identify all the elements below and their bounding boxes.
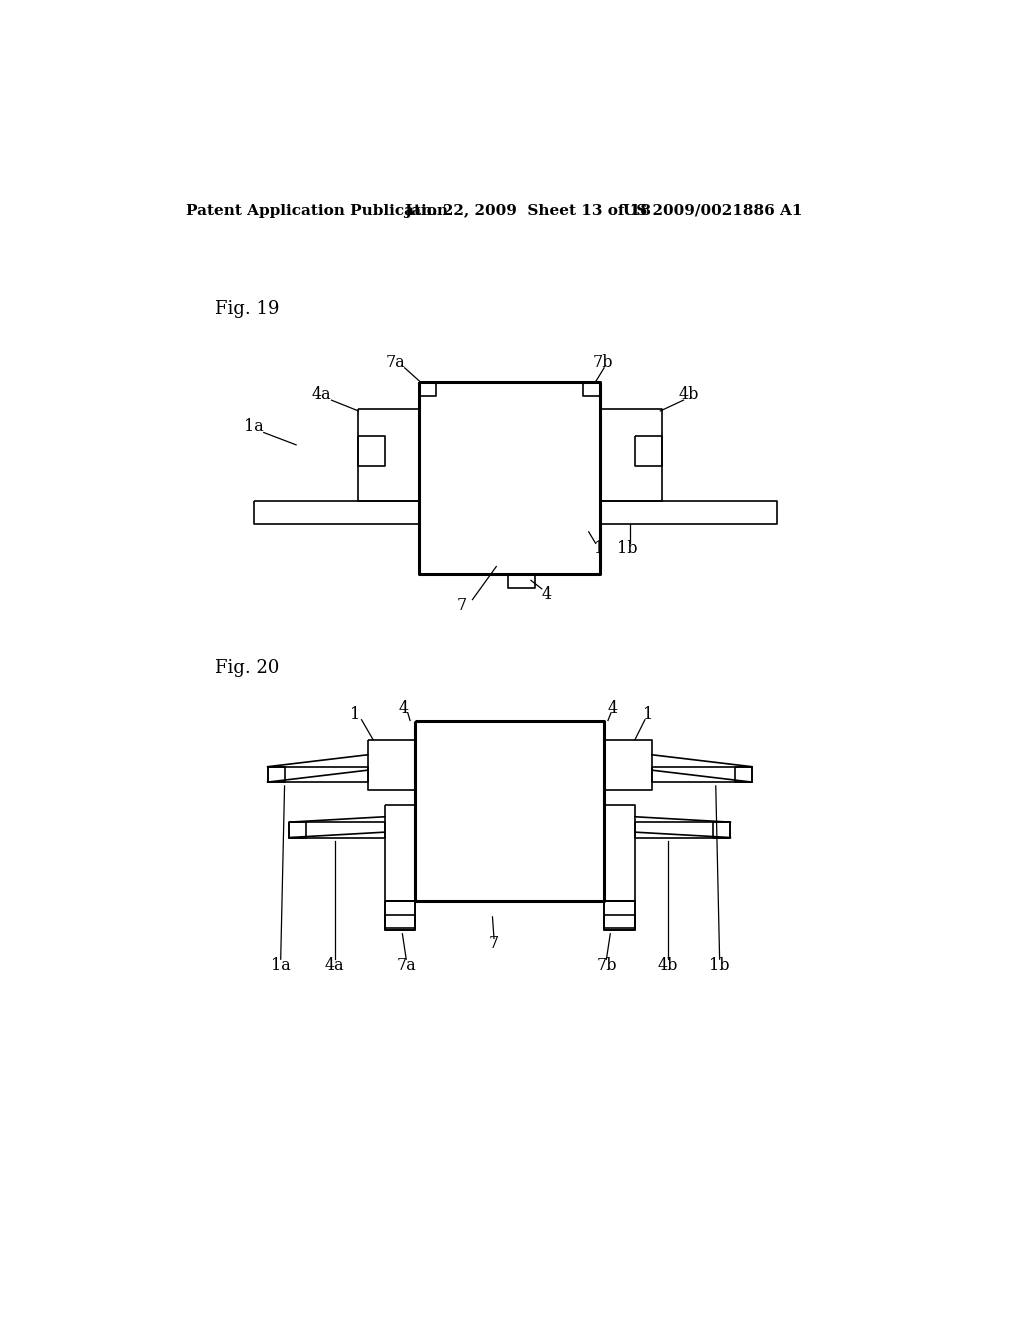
Text: 1b: 1b bbox=[616, 540, 638, 557]
Text: 4: 4 bbox=[542, 586, 551, 603]
Text: 4b: 4b bbox=[679, 385, 699, 403]
Text: Patent Application Publication: Patent Application Publication bbox=[186, 203, 449, 218]
Text: Jan. 22, 2009  Sheet 13 of 18: Jan. 22, 2009 Sheet 13 of 18 bbox=[403, 203, 651, 218]
Text: 1: 1 bbox=[643, 706, 653, 723]
Text: 4a: 4a bbox=[325, 957, 344, 974]
Text: 1: 1 bbox=[594, 540, 604, 557]
Text: 4a: 4a bbox=[311, 385, 332, 403]
Text: 7a: 7a bbox=[386, 354, 406, 371]
Text: 1a: 1a bbox=[244, 418, 263, 434]
Text: US 2009/0021886 A1: US 2009/0021886 A1 bbox=[624, 203, 803, 218]
Text: 7b: 7b bbox=[592, 354, 612, 371]
Text: 4: 4 bbox=[607, 700, 617, 717]
Text: 1a: 1a bbox=[270, 957, 291, 974]
Text: 7: 7 bbox=[457, 597, 467, 614]
Text: Fig. 20: Fig. 20 bbox=[215, 659, 280, 677]
Text: 7a: 7a bbox=[396, 957, 416, 974]
Text: Fig. 19: Fig. 19 bbox=[215, 300, 280, 318]
Text: 1: 1 bbox=[350, 706, 360, 723]
Text: 1b: 1b bbox=[710, 957, 730, 974]
Text: 7b: 7b bbox=[596, 957, 616, 974]
Text: 4: 4 bbox=[398, 700, 409, 717]
Text: 7: 7 bbox=[488, 936, 499, 952]
Text: 4b: 4b bbox=[657, 957, 678, 974]
